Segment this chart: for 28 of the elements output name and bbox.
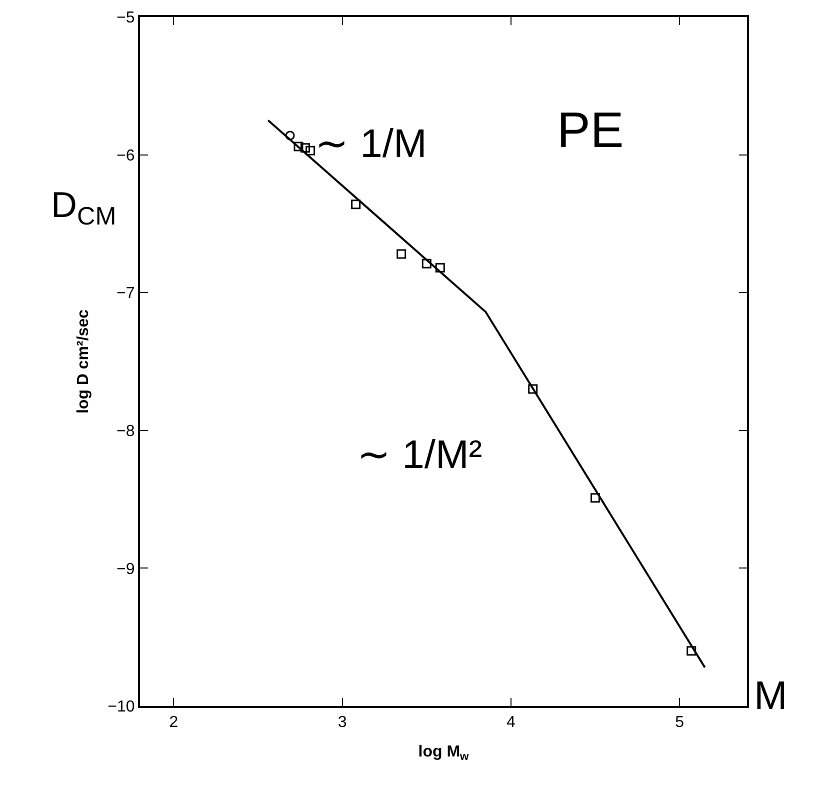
y-tick-label: −10 — [108, 698, 135, 716]
y-axis-title: log D cm²/sec — [75, 309, 92, 414]
point — [396, 249, 406, 259]
point — [422, 258, 432, 268]
x-tick-label: 5 — [675, 714, 684, 732]
point — [300, 143, 310, 153]
y-tick-label: −9 — [116, 560, 135, 578]
point — [435, 263, 445, 273]
x-tick-label: 4 — [506, 714, 516, 732]
y-tick-label: −8 — [116, 423, 135, 440]
y-tick-label: −6 — [116, 147, 135, 164]
x-tick-label: 3 — [338, 714, 347, 732]
point — [285, 130, 295, 140]
x-tick-label: 2 — [169, 714, 178, 732]
annotation: PE — [557, 102, 624, 158]
y-tick-label: −5 — [116, 10, 135, 27]
point — [686, 646, 696, 656]
text: M — [754, 674, 788, 718]
text: D$_{CM}$ — [51, 184, 116, 231]
point — [351, 200, 361, 210]
x-axis-title: log M$_{w}$ — [418, 743, 470, 763]
point — [590, 493, 600, 503]
point — [528, 384, 538, 394]
point — [294, 142, 304, 152]
annotation: ∼ 1/M — [315, 122, 427, 166]
y-tick-label: −7 — [116, 285, 135, 302]
annotation: ∼ 1/M² — [357, 433, 482, 477]
point — [306, 146, 316, 156]
